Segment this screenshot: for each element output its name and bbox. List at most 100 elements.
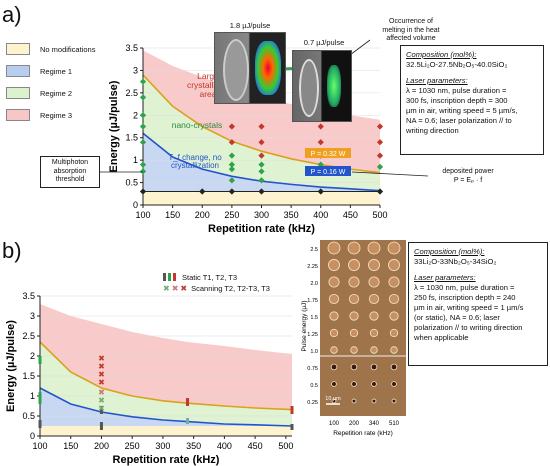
micro-spot — [348, 293, 360, 305]
multiphoton-note: Multiphoton absorption threshold — [40, 156, 100, 188]
micrograph-2-label: 0.7 µJ/pulse — [303, 38, 345, 47]
micro-spot — [388, 293, 400, 305]
y-tick-label: 0.5 — [125, 178, 138, 188]
micro-y-tick: 2.25 — [307, 264, 318, 270]
micro-spot — [368, 259, 380, 271]
static-bar — [290, 406, 294, 414]
micro-x-tick: 200 — [349, 421, 360, 427]
micro-y-tick: 0.25 — [307, 400, 318, 406]
x-tick-label: 300 — [254, 210, 269, 220]
laser-line: µm in air, writing speed = 5 µm/s, — [406, 106, 518, 115]
micro-spot — [330, 346, 338, 354]
region-2 — [40, 342, 292, 426]
y-tick-label: 2.5 — [22, 331, 35, 341]
micro-x-tick: 510 — [389, 421, 400, 427]
micro-spot — [328, 293, 340, 305]
y-tick-label: 1.5 — [22, 371, 35, 381]
panel-a-chart: 100 150 200 250 300 350 400 450 500 0 0.5 1 1.5 2 2.5 3… — [100, 39, 429, 235]
note-line: P = Eₚ · f — [453, 176, 483, 184]
data-point — [228, 166, 235, 173]
micro-spot — [390, 363, 398, 371]
scan-point: ✖ — [98, 370, 105, 379]
data-point — [139, 168, 147, 175]
micro-spot — [367, 241, 381, 255]
x-tick-label: 250 — [125, 441, 140, 451]
micrograph-1-8uj — [214, 32, 286, 104]
region-no-modification — [143, 191, 380, 205]
x-tick-label: 100 — [135, 210, 150, 220]
region-1 — [143, 133, 380, 192]
region-label-line: crystallization — [171, 161, 219, 170]
panel-b-chart: 100 150 200 250 300 350 400 450 500 0 0.5 1 1.5 2 2.5 3… — [5, 291, 294, 466]
x-tick-label: 150 — [63, 441, 78, 451]
micro-spot — [368, 276, 380, 288]
scan-point: ✖ — [98, 354, 105, 363]
scan-point: ✖ — [98, 362, 105, 371]
region-3 — [40, 304, 292, 410]
power-label-032: P = 0.32 W — [311, 151, 346, 158]
panel-b-micrograph: 2.5 2.25 2.0 1.75 1.5 1.25 1.0 0.75 0.5 0.25 100 20… — [301, 240, 406, 437]
y-tick-label: 0 — [30, 431, 35, 441]
micro-spot — [348, 259, 360, 271]
micro-spot — [389, 328, 399, 338]
static-legend-icon — [168, 273, 171, 281]
x-tick-label: 300 — [155, 441, 170, 451]
micro-spot — [347, 241, 361, 255]
x-tick-label: 200 — [195, 210, 210, 220]
y-tick-label: 2 — [133, 110, 138, 120]
note-line: Occurrence of — [389, 18, 433, 25]
laser-line: 300 fs, inscription depth = 300 — [406, 96, 508, 105]
region-label-tf: T_f change, no crystallization — [168, 153, 222, 170]
power-badge-016 — [305, 166, 351, 176]
region-label-line: T_f change, no — [168, 153, 222, 162]
legend-item: Regime 3 — [6, 106, 114, 124]
note-line: Multiphoton — [51, 159, 89, 166]
data-point — [228, 177, 235, 184]
laser-line: writing direction — [406, 126, 459, 135]
micro-spot — [370, 346, 378, 354]
legend-label: No modifications — [40, 44, 96, 54]
data-point — [258, 152, 265, 159]
micro-spot — [350, 363, 358, 371]
legend-label: Regime 1 — [40, 66, 73, 76]
boundary-curve-2 — [39, 341, 293, 411]
laser-line: NA = 0.6; laser polarization // to — [406, 116, 512, 125]
static-bar — [186, 418, 190, 424]
micro-spot — [390, 346, 398, 354]
static-legend-icon — [173, 273, 176, 281]
y-tick-label: 3.5 — [22, 291, 35, 301]
region-2 — [143, 74, 380, 191]
legend-item: No modifications — [6, 40, 114, 58]
note-line: affected volume — [386, 35, 436, 42]
laser-line: µm in air, writing speed = 1 µm/s — [414, 303, 524, 312]
micro-spot — [328, 276, 340, 288]
micro-y-tick: 1.0 — [310, 349, 318, 355]
x-tick-label: 250 — [224, 210, 239, 220]
note-line: threshold — [55, 176, 85, 183]
arrow-line — [351, 171, 429, 177]
panel-a-laser-title: Laser parameters: — [406, 76, 468, 85]
scale-bar-label: 10 µm — [325, 396, 341, 402]
power-label-016: P = 0.16 W — [311, 169, 346, 176]
data-point — [139, 94, 147, 101]
micro-spot — [329, 328, 339, 338]
micro-spot — [349, 311, 359, 321]
panel-b-composition-title: Composition (mol%): — [414, 247, 485, 256]
x-axis-label: Repetition rate (kHz) — [113, 454, 220, 466]
x-tick-label: 350 — [186, 441, 201, 451]
panel-a-laser-params: λ = 1030 nm, pulse duration = 300 fs, ins… — [406, 86, 538, 136]
x-tick-label: 450 — [248, 441, 263, 451]
region-1 — [40, 388, 292, 426]
micro-spot — [348, 276, 360, 288]
legend-swatch — [6, 87, 30, 99]
static-bar — [38, 392, 42, 404]
data-point — [228, 123, 235, 130]
micro-spot — [331, 381, 337, 387]
micro-spot — [389, 311, 399, 321]
panel-a-legend: No modifications Regime 1 Regime 2 Regime 3 — [6, 40, 114, 128]
micro-y-tick: 2.5 — [310, 247, 318, 253]
static-bar — [38, 356, 42, 364]
micro-spot — [349, 328, 359, 338]
scan-point: ✖ — [98, 388, 105, 397]
micro-x-label: Repetition rate (kHz) — [333, 430, 393, 437]
